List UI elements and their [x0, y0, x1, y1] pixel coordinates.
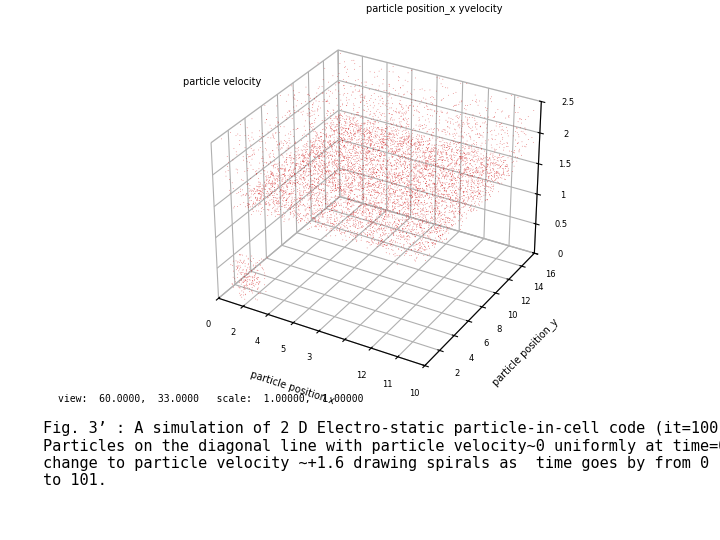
Text: view:  60.0000,  33.0000   scale:  1.00000,  1.00000: view: 60.0000, 33.0000 scale: 1.00000, 1…	[58, 394, 363, 404]
Text: particle velocity: particle velocity	[184, 77, 261, 87]
X-axis label: particle position x: particle position x	[249, 369, 336, 406]
Text: particle position_x yvelocity: particle position_x yvelocity	[366, 3, 503, 14]
Y-axis label: particle position_y: particle position_y	[490, 316, 561, 388]
Text: Fig. 3’ : A simulation of 2 D Electro-static particle-in-cell code (it=1001) :
P: Fig. 3’ : A simulation of 2 D Electro-st…	[43, 421, 720, 488]
